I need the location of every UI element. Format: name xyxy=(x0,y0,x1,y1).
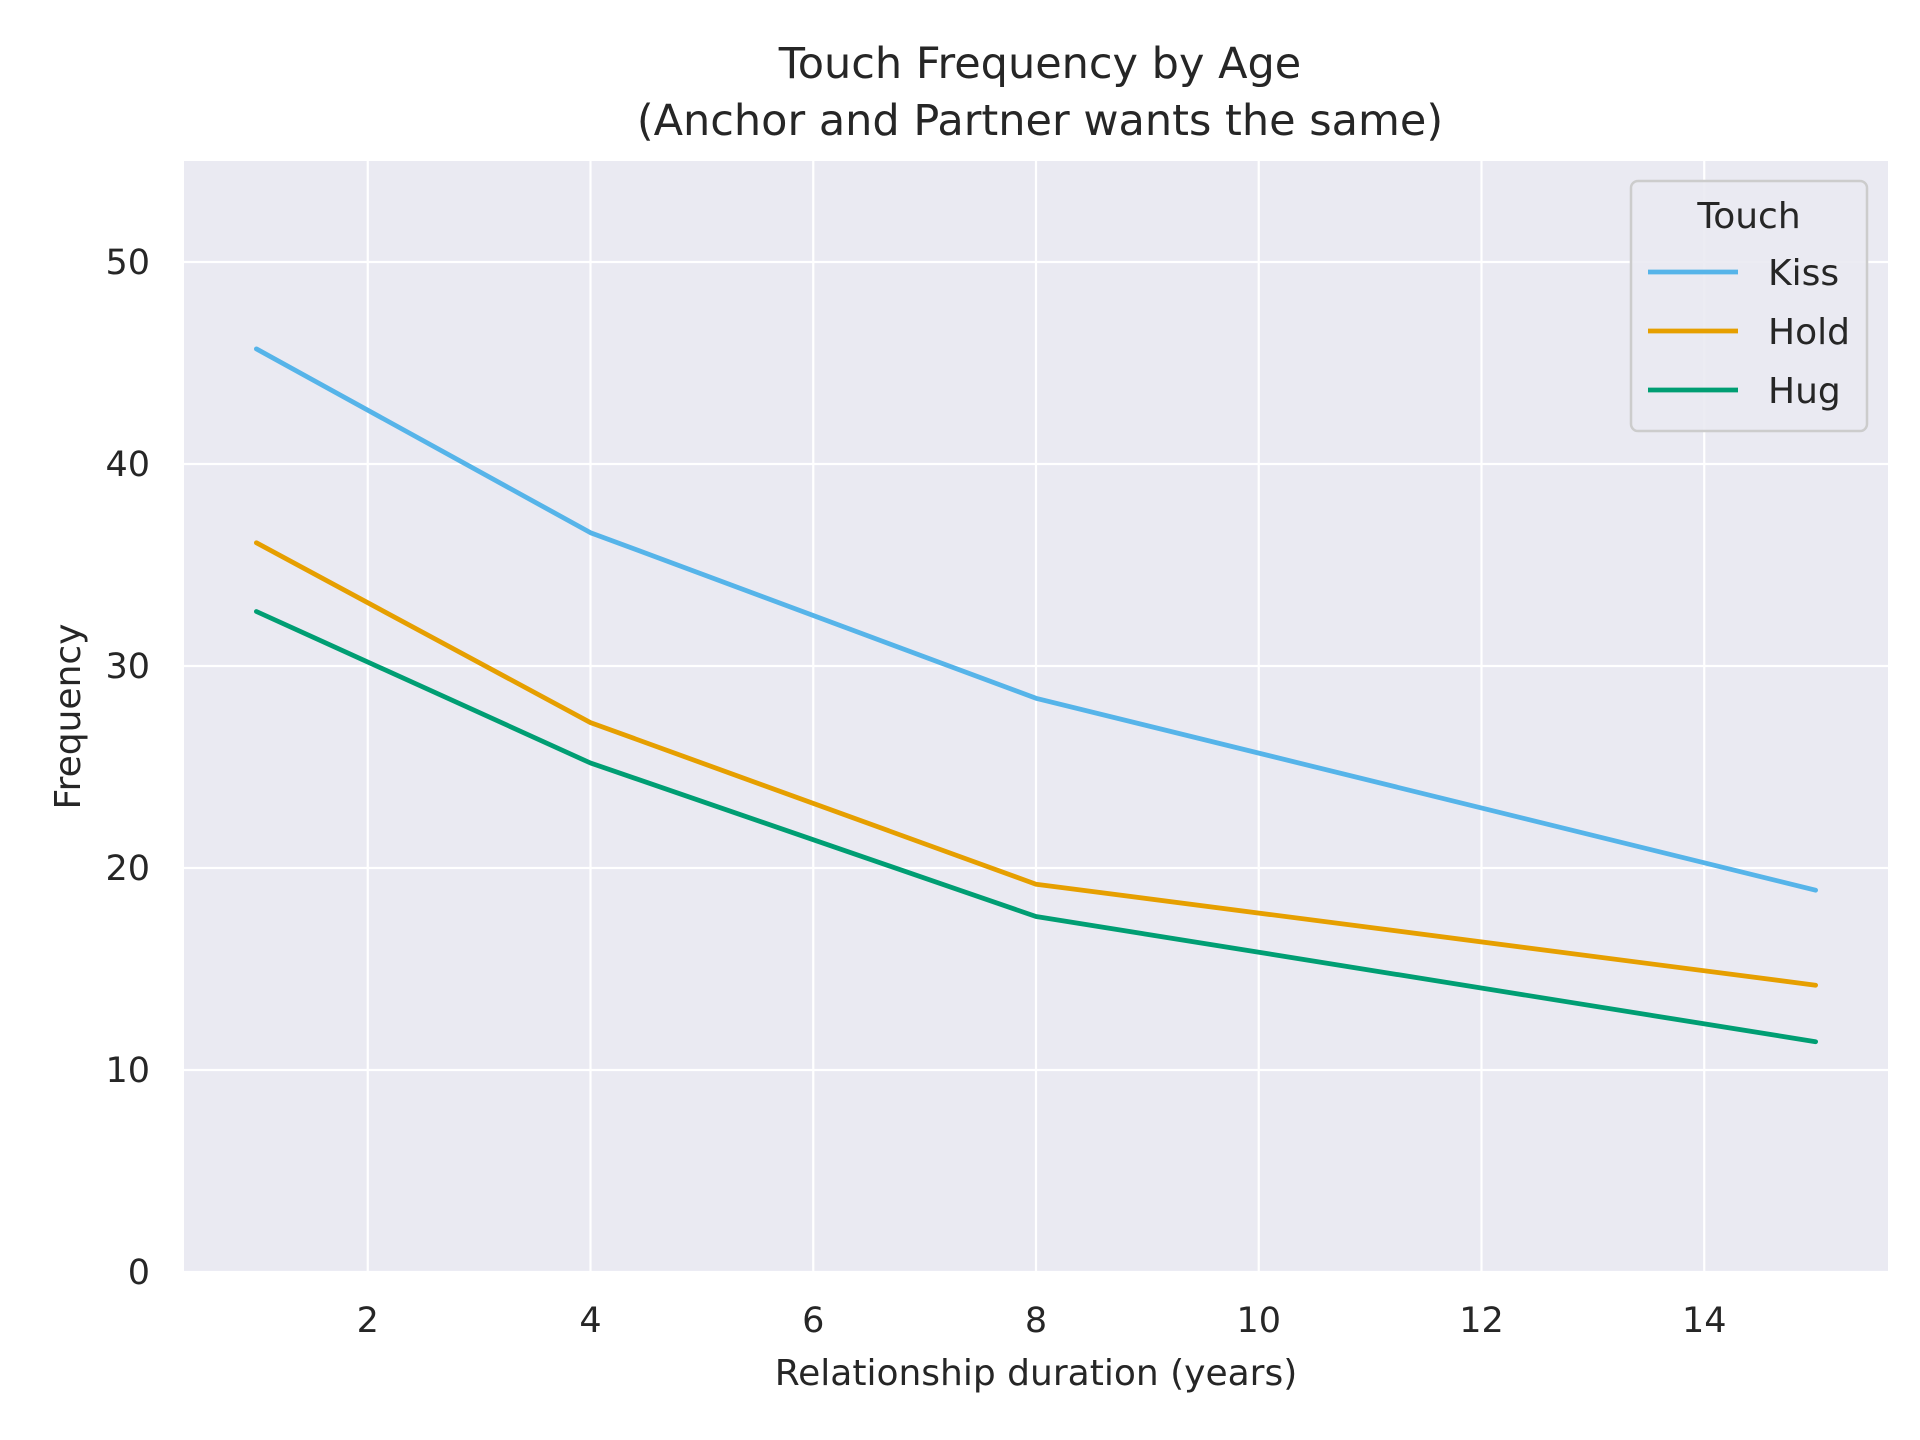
legend-title: Touch xyxy=(1696,196,1800,237)
legend-box xyxy=(1629,179,1869,433)
legend-item-hug: Hug xyxy=(1648,371,1841,412)
series-line-hug xyxy=(253,609,1818,1045)
x-tick-label: 8 xyxy=(1025,1301,1047,1341)
y-tick-label: 0 xyxy=(128,1253,150,1293)
y-tick-label: 10 xyxy=(105,1051,150,1091)
y-tick-label: 50 xyxy=(105,243,150,283)
chart-subtitle: (Anchor and Partner wants the same) xyxy=(637,96,1443,146)
legend-items: Kiss Hold Hug xyxy=(1648,253,1850,412)
title-group: Touch Frequency by Age (Anchor and Partn… xyxy=(637,39,1443,146)
legend-label: Hold xyxy=(1768,312,1850,353)
x-tick-label: 6 xyxy=(802,1301,824,1341)
grid-lines xyxy=(184,161,1888,1274)
y-tick-label: 40 xyxy=(105,445,150,485)
x-tick-label: 2 xyxy=(357,1301,379,1341)
legend: Touch Kiss Hold Hug xyxy=(1629,179,1869,433)
legend-item-kiss: Kiss xyxy=(1648,253,1839,294)
x-tick-label: 12 xyxy=(1459,1301,1504,1341)
x-tick-label: 14 xyxy=(1682,1301,1727,1341)
y-tick-label: 30 xyxy=(105,647,150,687)
series-lines xyxy=(253,346,1818,1045)
legend-label: Kiss xyxy=(1768,253,1839,294)
legend-item-hold: Hold xyxy=(1648,312,1850,353)
x-tick-label: 10 xyxy=(1236,1301,1281,1341)
legend-label: Hug xyxy=(1768,371,1841,412)
x-axis-label: Relationship duration (years) xyxy=(775,1353,1298,1394)
y-tick-label: 20 xyxy=(105,849,150,889)
series-line-hold xyxy=(253,540,1818,988)
tick-labels: 2 4 6 8 10 12 14 0 10 20 30 40 50 xyxy=(105,243,1726,1341)
chart-title: Touch Frequency by Age xyxy=(778,39,1301,89)
series-line-kiss xyxy=(253,346,1818,893)
y-axis-label: Frequency xyxy=(48,624,89,810)
x-tick-label: 4 xyxy=(579,1301,601,1341)
